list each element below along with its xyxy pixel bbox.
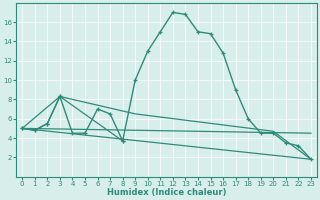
X-axis label: Humidex (Indice chaleur): Humidex (Indice chaleur): [107, 188, 226, 197]
